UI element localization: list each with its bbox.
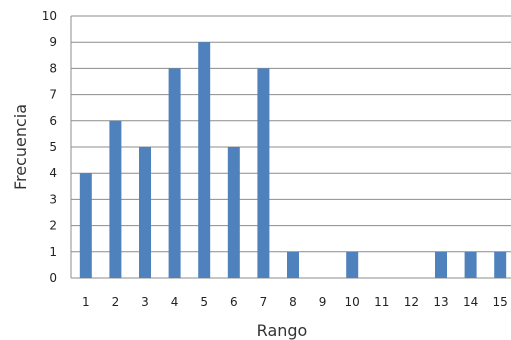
y-tick-label: 0 [49, 271, 57, 285]
bar [494, 251, 507, 278]
y-tick-label: 8 [49, 61, 57, 75]
y-tick-label: 2 [49, 219, 57, 233]
x-tick-label: 1 [82, 295, 90, 309]
x-tick-label: 14 [463, 295, 478, 309]
x-tick-label: 15 [493, 295, 508, 309]
y-tick-label: 9 [49, 35, 57, 49]
bar [257, 68, 270, 279]
x-tick-label: 8 [289, 295, 297, 309]
x-tick-label: 5 [200, 295, 208, 309]
x-tick-label: 12 [404, 295, 419, 309]
x-tick-label: 2 [112, 295, 120, 309]
bar [227, 147, 240, 278]
y-tick-label: 6 [49, 114, 57, 128]
x-tick-labels: 1 2 3 4 5 6 7 8 9 10 11 12 13 14 15 [82, 295, 508, 309]
bar [435, 251, 447, 278]
bar [79, 173, 92, 278]
x-tick-label: 7 [260, 295, 268, 309]
bar [346, 251, 359, 278]
x-tick-label: 6 [230, 295, 238, 309]
bar [139, 147, 151, 278]
y-tick-label: 5 [49, 140, 57, 154]
y-tick-label: 4 [49, 166, 57, 180]
x-tick-label: 3 [141, 295, 149, 309]
bar [198, 42, 211, 279]
bar [464, 251, 477, 278]
y-axis-title: Frecuencia [11, 104, 30, 190]
x-tick-label: 13 [433, 295, 448, 309]
x-axis-title: Rango [257, 321, 308, 340]
y-tick-label: 3 [49, 192, 57, 206]
x-tick-label: 11 [374, 295, 389, 309]
x-tick-label: 4 [171, 295, 179, 309]
y-tick-label: 7 [49, 88, 57, 102]
y-tick-labels: 0 1 2 3 4 5 6 7 8 9 10 [42, 9, 57, 285]
y-tick-label: 1 [49, 245, 57, 259]
bar [109, 120, 122, 278]
x-tick-label: 10 [345, 295, 360, 309]
y-tick-label: 10 [42, 9, 57, 23]
gridlines [70, 15, 511, 279]
bar [168, 68, 181, 279]
bars [79, 42, 507, 279]
bar [287, 251, 299, 278]
x-tick-label: 9 [319, 295, 327, 309]
